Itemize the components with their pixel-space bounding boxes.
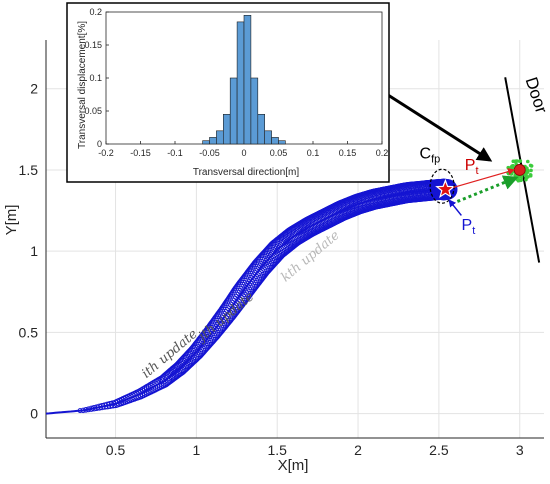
- trajectory-point: [172, 360, 188, 376]
- trajectory-point: [77, 408, 83, 414]
- trajectory-point: [147, 380, 161, 393]
- inset-x-tick-label: -0.2: [98, 148, 114, 158]
- histogram-bar: [202, 140, 210, 145]
- inset-y-label: Transversal displacement[%]: [77, 21, 88, 149]
- histogram-bar: [278, 140, 286, 145]
- inset-y-tick-label: 0: [97, 139, 102, 149]
- inset-x-tick-label: 0.05: [270, 148, 288, 158]
- main-axis-labels: X[m] Y[m]: [3, 205, 308, 474]
- door-scatter-point: [526, 159, 530, 164]
- y-tick-label: 1.5: [19, 162, 39, 178]
- door-scatter-point: [517, 159, 522, 163]
- blue-arrow: [448, 199, 462, 216]
- symbol-subscript: t: [472, 225, 475, 237]
- inset-bars: [202, 15, 286, 145]
- trajectory-point: [175, 357, 191, 374]
- symbol-label: Pt: [462, 217, 476, 237]
- green-arrow: [456, 175, 519, 203]
- inset-x-tick-label: 0.2: [376, 148, 389, 158]
- y-axis-label: Y[m]: [3, 205, 20, 236]
- histogram-bar: [257, 114, 265, 145]
- histogram-bar: [209, 137, 217, 145]
- x-axis-label: X[m]: [278, 457, 309, 474]
- trajectory-point: [249, 258, 271, 280]
- inset-x-tick-label: -0.15: [130, 148, 151, 158]
- door-target-point: [513, 164, 526, 176]
- x-tick-label: 3: [516, 442, 524, 458]
- door-scatter-point: [528, 174, 533, 178]
- door-scatter-point: [525, 170, 529, 175]
- door-scatter-point: [510, 164, 514, 168]
- trajectory-point: [174, 359, 190, 375]
- symbol-subscript: fp: [431, 154, 440, 166]
- inset-x-tick-label: -0.1: [167, 148, 183, 158]
- trajectory-point: [83, 407, 89, 413]
- door-scatter-point: [506, 165, 511, 170]
- symbol-subscript: t: [475, 165, 478, 177]
- door-scatter-point: [526, 175, 530, 179]
- door-scatter-point: [515, 159, 519, 163]
- inset-y-tick-label: 0.2: [89, 7, 102, 17]
- x-tick-label: 1: [192, 442, 200, 458]
- red-arrow: [453, 168, 516, 189]
- inset-pointer-arrow: [387, 93, 493, 162]
- histogram-bar: [250, 77, 259, 145]
- fp-circle: [429, 168, 455, 204]
- y-tick-label: 2: [30, 81, 38, 97]
- histogram-bar: [216, 130, 224, 145]
- door-scatter-point: [529, 168, 533, 173]
- x-tick-label: 2: [354, 442, 362, 458]
- door-scatter-point: [528, 163, 533, 168]
- x-tick-label: 1.5: [267, 442, 287, 458]
- inset-x-tick-label: -0.05: [199, 148, 220, 158]
- position-star: [435, 178, 456, 199]
- histogram-bar: [223, 114, 231, 145]
- y-tick-label: 0.5: [19, 324, 39, 340]
- inset-x-tick-label: 0: [241, 148, 246, 158]
- y-tick-label: 0: [30, 406, 38, 422]
- y-tick-label: 1: [30, 243, 38, 259]
- histogram-bar: [243, 15, 252, 145]
- histogram-bar: [264, 130, 272, 145]
- door-scatter-point: [511, 159, 516, 164]
- histogram-bar: [229, 77, 238, 145]
- inset-x-label: Transversal direction[m]: [193, 167, 300, 178]
- trajectory-series: [45, 178, 458, 415]
- inset-y-tick-label: 0.15: [84, 40, 102, 50]
- inset-x-tick-label: 0.15: [339, 148, 357, 158]
- door-scatter-point: [519, 178, 524, 182]
- trajectory-point: [176, 356, 192, 372]
- inset-y-tick-label: 0.1: [89, 73, 102, 83]
- trajectory-point: [95, 403, 103, 411]
- symbol-label: Pt: [465, 157, 479, 177]
- trajectory-point: [98, 402, 106, 411]
- histogram-bar: [236, 21, 245, 145]
- inset-x-tick-label: 0.1: [307, 148, 320, 158]
- x-tick-label: 2.5: [429, 442, 449, 458]
- main-axes: 0.5 1 1.5 2 2.5 3 0 0.5 1 1.5 2: [19, 40, 544, 458]
- histogram-bar: [271, 137, 279, 145]
- x-tick-label: 0.5: [106, 442, 126, 458]
- trajectory-point: [80, 407, 86, 414]
- trajectory-point: [177, 355, 194, 371]
- inset-y-tick-label: 0.05: [84, 106, 102, 116]
- histogram-inset: -0.2 -0.15 -0.1 -0.05 0 0.05 0.1 0.15 0.2 0 0.05 0.…: [66, 2, 390, 183]
